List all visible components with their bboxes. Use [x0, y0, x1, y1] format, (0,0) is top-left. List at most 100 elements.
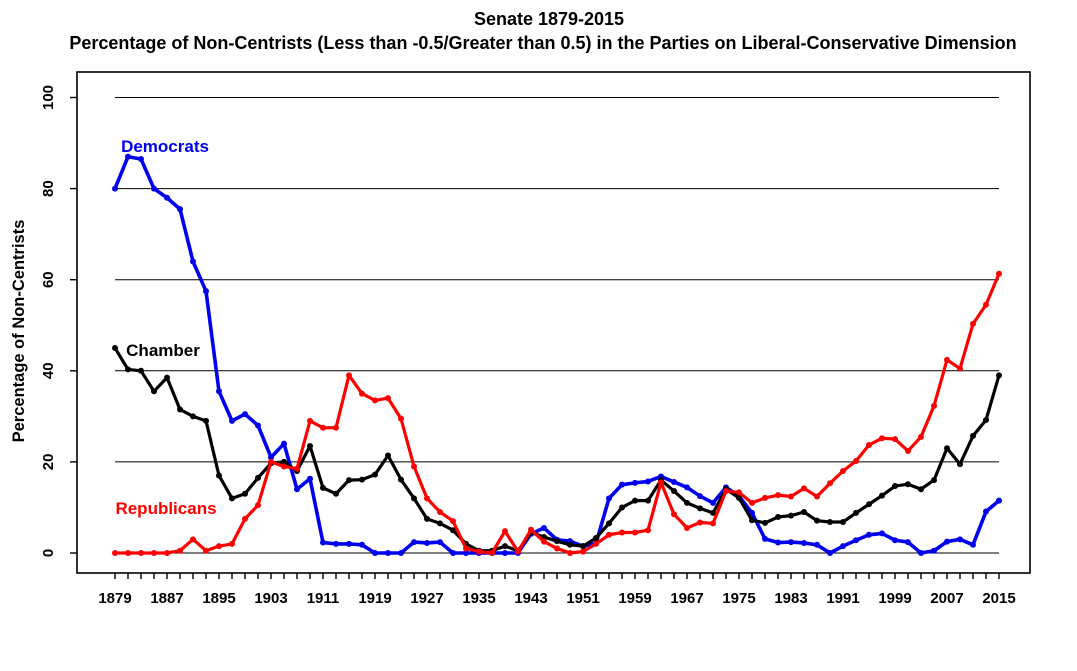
series-chamber-point [567, 541, 573, 548]
series-chamber-point [190, 413, 196, 420]
series-democrats-point [177, 206, 183, 213]
series-democrats-point [879, 530, 885, 537]
series-republicans-point [359, 390, 365, 397]
series-chamber-point [827, 519, 833, 526]
series-democrats-point [398, 550, 404, 556]
series-democrats-point [762, 535, 768, 542]
x-tick-label: 1975 [722, 590, 755, 607]
series-chamber-point [138, 367, 144, 374]
series-democrats-point [957, 536, 963, 543]
series-democrats-point [619, 481, 625, 488]
series-chamber-point [125, 366, 131, 373]
series-republicans-point [944, 356, 950, 363]
series-republicans-point [138, 550, 144, 556]
series-democrats-point [931, 547, 937, 554]
series-republicans-point [749, 499, 755, 506]
x-tick-label: 1895 [202, 590, 235, 607]
series-democrats-point [671, 478, 677, 485]
series-chamber-point [918, 486, 924, 493]
series-republicans-point [320, 424, 326, 431]
series-chamber-point [866, 501, 872, 508]
series-republicans-point [567, 550, 573, 556]
x-tick-label: 1935 [462, 590, 495, 607]
series-republicans-point [450, 518, 456, 525]
series-chamber-point [814, 517, 820, 524]
series-chamber-point [697, 505, 703, 512]
series-democrats-point [281, 440, 287, 447]
series-democrats-point [437, 539, 443, 546]
series-democrats-point [892, 537, 898, 544]
series-democrats-point [632, 479, 638, 486]
series-republicans-point [151, 550, 157, 556]
series-democrats-point [372, 550, 378, 556]
series-republicans-point [294, 465, 300, 472]
series-republicans-point [242, 515, 248, 522]
y-tick-label: 40 [40, 362, 57, 379]
series-republicans-point [216, 543, 222, 550]
series-democrats-point [775, 539, 781, 546]
series-republicans-point [541, 538, 547, 545]
x-tick-label: 1879 [98, 590, 131, 607]
series-democrats-point [268, 454, 274, 461]
series-republicans-point [281, 463, 287, 470]
series-democrats-point [125, 153, 131, 160]
series-democrats-point [424, 539, 430, 546]
series-republicans-point [411, 463, 417, 470]
chart-subtitle: Percentage of Non-Centrists (Less than -… [69, 33, 1016, 53]
series-chamber-point [983, 416, 989, 423]
series-republicans-point [203, 547, 209, 554]
series-democrats-point [606, 495, 612, 502]
series-democrats-point [385, 550, 391, 556]
series-chamber-point [307, 442, 313, 449]
series-republicans-point [398, 415, 404, 422]
series-republicans-point [957, 365, 963, 372]
series-chamber-point [840, 519, 846, 526]
series-republicans-point [489, 550, 495, 556]
series-democrats-point [216, 388, 222, 395]
series-chamber-point [580, 543, 586, 550]
x-tick-label: 1919 [358, 590, 391, 607]
series-republicans-point [723, 488, 729, 495]
series-democrats-point [918, 550, 924, 556]
series-label-chamber: Chamber [126, 341, 200, 360]
series-republicans-point [177, 547, 183, 554]
series-republicans-point [710, 520, 716, 527]
series-chamber-point [645, 497, 651, 504]
x-tick-label: 2007 [930, 590, 963, 607]
x-tick-label: 1911 [307, 590, 340, 607]
series-republicans-point [307, 417, 313, 424]
series-democrats-point [788, 539, 794, 546]
series-democrats-point [853, 537, 859, 544]
x-tick-label: 1927 [410, 590, 443, 607]
x-tick-label: 1887 [150, 590, 183, 607]
series-chamber-point [775, 514, 781, 521]
series-chamber-point [216, 472, 222, 479]
series-republicans-point [853, 457, 859, 464]
series-chamber-point [346, 477, 352, 484]
series-chamber-point [502, 543, 508, 550]
series-republicans-point [593, 540, 599, 547]
series-chamber-point [450, 527, 456, 534]
series-republicans-point [788, 493, 794, 500]
series-republicans-point [385, 395, 391, 402]
series-chamber-point [151, 388, 157, 395]
series-chamber-point [112, 345, 118, 352]
series-republicans-point [801, 485, 807, 492]
series-republicans-point [996, 270, 1002, 277]
series-democrats-point [996, 497, 1002, 504]
series-chamber-point [736, 494, 742, 501]
x-tick-label: 1983 [774, 590, 807, 607]
series-republicans-point [346, 372, 352, 379]
series-democrats-point [164, 194, 170, 201]
series-republicans-point [528, 526, 534, 533]
series-democrats-point [749, 509, 755, 516]
series-democrats-point [359, 541, 365, 548]
series-republicans-point [684, 524, 690, 531]
series-republicans-point [879, 435, 885, 442]
series-democrats-point [294, 486, 300, 493]
series-republicans-point [892, 436, 898, 443]
series-republicans-point [827, 480, 833, 487]
series-chamber-point [593, 534, 599, 541]
